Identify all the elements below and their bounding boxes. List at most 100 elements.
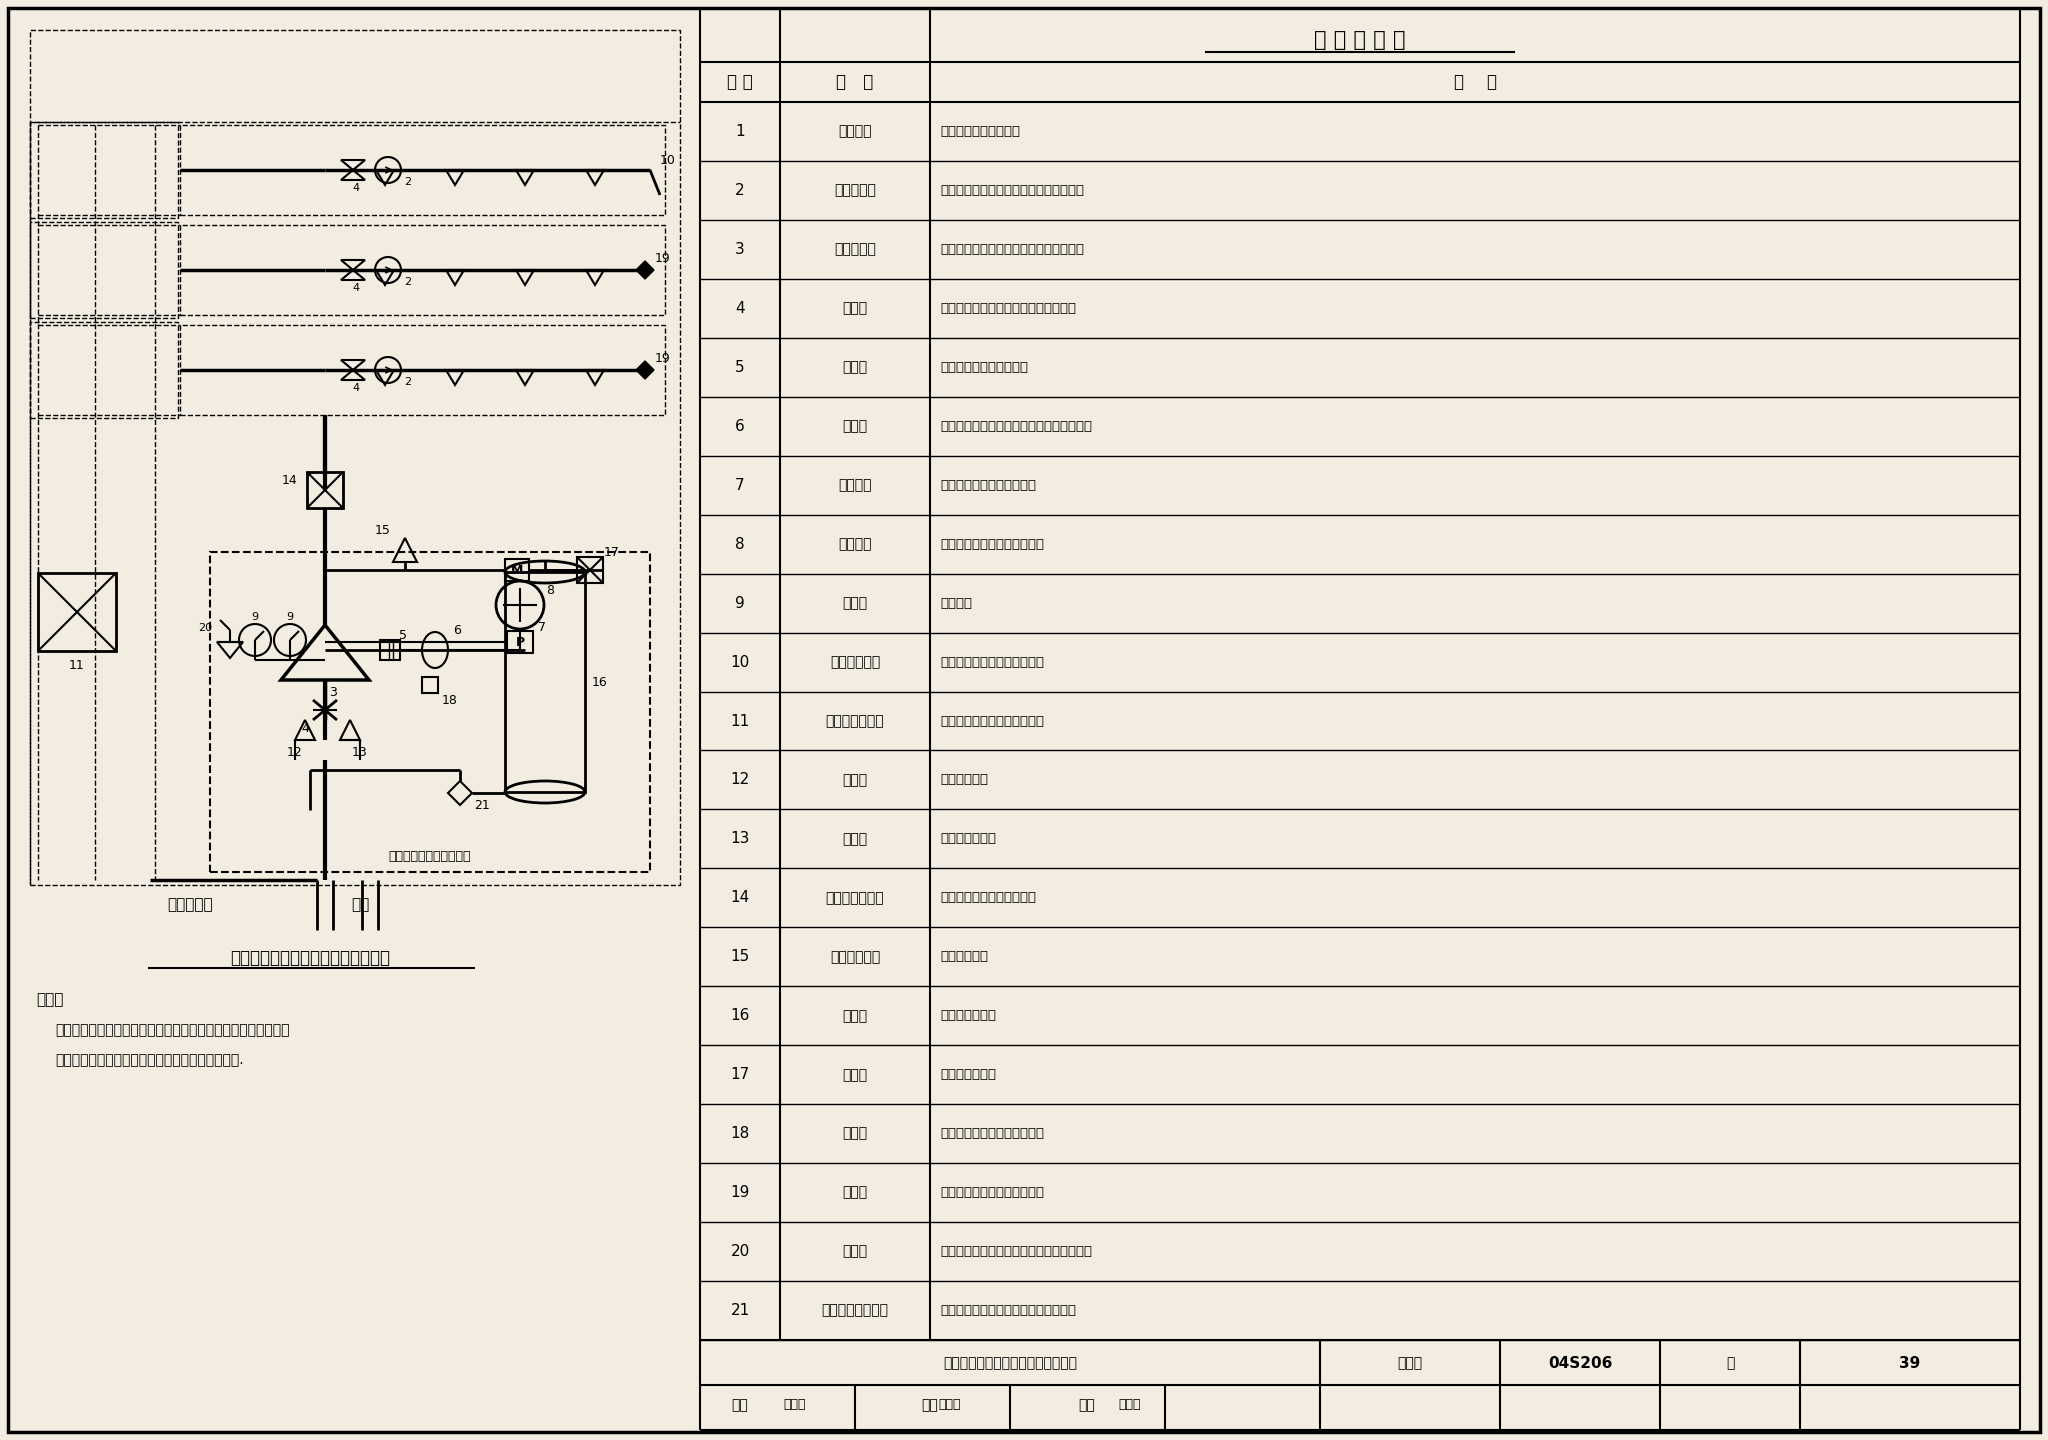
Text: 13: 13 bbox=[352, 746, 369, 759]
Bar bbox=[31, 323, 178, 418]
Text: 供水控制阀，阀门关闭时有电信号输出: 供水控制阀，阀门关闭时有电信号输出 bbox=[940, 302, 1075, 315]
Text: 试验末端水压及系统联动功能: 试验末端水压及系统联动功能 bbox=[940, 655, 1044, 668]
Text: 止回阀: 止回阀 bbox=[842, 1244, 868, 1259]
Text: 过滤器: 过滤器 bbox=[842, 360, 868, 374]
Bar bbox=[506, 559, 528, 580]
Text: 12: 12 bbox=[731, 772, 750, 788]
Text: 泡沫罐供水信号阀: 泡沫罐供水信号阀 bbox=[821, 1303, 889, 1318]
Text: 2: 2 bbox=[403, 177, 412, 187]
Text: 延迟信号输出，克服水压变化引起的误报警: 延迟信号输出，克服水压变化引起的误报警 bbox=[940, 419, 1092, 433]
Text: 按比例混合水与浓缩泡沫液: 按比例混合水与浓缩泡沫液 bbox=[940, 891, 1036, 904]
Text: 10: 10 bbox=[659, 154, 676, 167]
Text: 泡沫比例混合器: 泡沫比例混合器 bbox=[825, 891, 885, 904]
Text: 审核: 审核 bbox=[731, 1398, 748, 1413]
Text: 21: 21 bbox=[731, 1303, 750, 1318]
Text: 编 号: 编 号 bbox=[727, 73, 754, 91]
Text: 页: 页 bbox=[1726, 1356, 1735, 1369]
Text: 储存浓缩泡沫液: 储存浓缩泡沫液 bbox=[940, 1009, 995, 1022]
Text: 汤彦钧: 汤彦钧 bbox=[938, 1398, 961, 1411]
Text: 刘伟中: 刘伟中 bbox=[1118, 1398, 1141, 1411]
Text: 1: 1 bbox=[735, 124, 745, 140]
Bar bbox=[180, 125, 666, 215]
Text: 39: 39 bbox=[1898, 1355, 1921, 1371]
Text: 水流指示器: 水流指示器 bbox=[834, 183, 877, 197]
Text: 19: 19 bbox=[655, 252, 672, 265]
Text: 闭式喷头: 闭式喷头 bbox=[838, 124, 872, 138]
Text: 2: 2 bbox=[403, 377, 412, 387]
Text: 接收报警信号并发出控制指令: 接收报警信号并发出控制指令 bbox=[940, 714, 1044, 727]
Text: 4: 4 bbox=[352, 183, 360, 193]
Text: 15: 15 bbox=[375, 524, 391, 537]
Text: 过滤水中的杂质防止堵塞: 过滤水中的杂质防止堵塞 bbox=[940, 361, 1028, 374]
Text: P: P bbox=[516, 635, 524, 648]
Text: 4: 4 bbox=[352, 284, 360, 292]
Text: 10: 10 bbox=[731, 655, 750, 670]
Text: 控制泡沫供给: 控制泡沫供给 bbox=[940, 950, 987, 963]
Text: 3: 3 bbox=[735, 242, 745, 256]
Bar bbox=[506, 572, 586, 792]
Text: 自动喷水湿式－泡沫联用系统示意图: 自动喷水湿式－泡沫联用系统示意图 bbox=[229, 949, 389, 968]
Text: 主 要 部 件 表: 主 要 部 件 表 bbox=[1315, 30, 1405, 50]
Text: 用    途: 用 途 bbox=[1454, 73, 1497, 91]
Text: 泡沫罐: 泡沫罐 bbox=[842, 1009, 868, 1022]
Text: 单向补水，防止压力变化引起报警阀误动作: 单向补水，防止压力变化引起报警阀误动作 bbox=[940, 1246, 1092, 1259]
Text: 系统检修排水: 系统检修排水 bbox=[940, 773, 987, 786]
Text: 设计: 设计 bbox=[1079, 1398, 1096, 1413]
Text: 分区放水及试验系统联动功能: 分区放水及试验系统联动功能 bbox=[940, 1187, 1044, 1200]
Text: 4: 4 bbox=[735, 301, 745, 315]
Bar bbox=[211, 552, 649, 873]
Bar bbox=[381, 639, 399, 660]
Text: 节流排水，与延迟器共同工作: 节流排水，与延迟器共同工作 bbox=[940, 1128, 1044, 1140]
Text: 末端试水装置: 末端试水装置 bbox=[829, 655, 881, 670]
Text: 名   称: 名 称 bbox=[836, 73, 874, 91]
Bar bbox=[31, 122, 178, 217]
Text: 9: 9 bbox=[287, 612, 293, 622]
Text: 试验阀: 试验阀 bbox=[842, 832, 868, 845]
Text: 9: 9 bbox=[735, 596, 745, 611]
Text: 试验报警阀功能: 试验报警阀功能 bbox=[940, 832, 995, 845]
Text: 8: 8 bbox=[547, 583, 555, 596]
Text: 乙柳钢: 乙柳钢 bbox=[784, 1398, 807, 1411]
Text: 18: 18 bbox=[731, 1126, 750, 1140]
Text: 泡沫液控制阀: 泡沫液控制阀 bbox=[829, 950, 881, 963]
Bar bbox=[307, 472, 342, 508]
Text: 火灾发生时，出水灭火: 火灾发生时，出水灭火 bbox=[940, 125, 1020, 138]
Text: 13: 13 bbox=[731, 831, 750, 847]
Text: 6: 6 bbox=[453, 624, 461, 636]
Text: 9: 9 bbox=[252, 612, 258, 622]
Text: 水流动作时，输出电信号，指示火灾区域: 水流动作时，输出电信号，指示火灾区域 bbox=[940, 184, 1083, 197]
Text: 压力表: 压力表 bbox=[842, 596, 868, 611]
Text: 5: 5 bbox=[399, 628, 408, 641]
Text: 11: 11 bbox=[70, 658, 84, 671]
Bar bbox=[578, 557, 602, 583]
Text: 17: 17 bbox=[731, 1067, 750, 1083]
Bar bbox=[180, 325, 666, 415]
Text: 延迟器: 延迟器 bbox=[842, 419, 868, 433]
Text: 湿式报警阀: 湿式报警阀 bbox=[834, 242, 877, 256]
Text: 4: 4 bbox=[352, 383, 360, 393]
Text: 排水: 排水 bbox=[350, 897, 369, 913]
Text: 图集号: 图集号 bbox=[1397, 1356, 1423, 1369]
Text: 16: 16 bbox=[592, 675, 608, 688]
Text: 18: 18 bbox=[442, 694, 459, 707]
Text: 电磁阀: 电磁阀 bbox=[842, 1067, 868, 1081]
Text: 19: 19 bbox=[731, 1185, 750, 1200]
Text: 系统控制阀，开启时可输出报警水流信号: 系统控制阀，开启时可输出报警水流信号 bbox=[940, 243, 1083, 256]
Text: 报警阀开启时，发出音响信号: 报警阀开启时，发出音响信号 bbox=[940, 537, 1044, 550]
Text: 泄水阀: 泄水阀 bbox=[842, 773, 868, 786]
Text: 自动喷水湿式－泡沫联用系统示意图: 自动喷水湿式－泡沫联用系统示意图 bbox=[942, 1356, 1077, 1369]
Text: M: M bbox=[510, 563, 522, 576]
Text: 3: 3 bbox=[330, 685, 338, 698]
Text: 7: 7 bbox=[539, 621, 547, 634]
Text: 17: 17 bbox=[604, 546, 621, 559]
Text: 20: 20 bbox=[199, 624, 213, 634]
Text: 校对: 校对 bbox=[922, 1398, 938, 1413]
Text: 压力开关: 压力开关 bbox=[838, 478, 872, 492]
Bar bbox=[422, 677, 438, 693]
Text: 接消防供水: 接消防供水 bbox=[168, 897, 213, 913]
Text: 本图为自动喷水湿式－泡沫联用系统的标准配置，各厂家的产品: 本图为自动喷水湿式－泡沫联用系统的标准配置，各厂家的产品 bbox=[55, 1022, 289, 1037]
Text: 6: 6 bbox=[735, 419, 745, 433]
Bar bbox=[508, 631, 532, 652]
Text: 控制泡沫液供给: 控制泡沫液供给 bbox=[940, 1068, 995, 1081]
Text: 2: 2 bbox=[403, 276, 412, 287]
